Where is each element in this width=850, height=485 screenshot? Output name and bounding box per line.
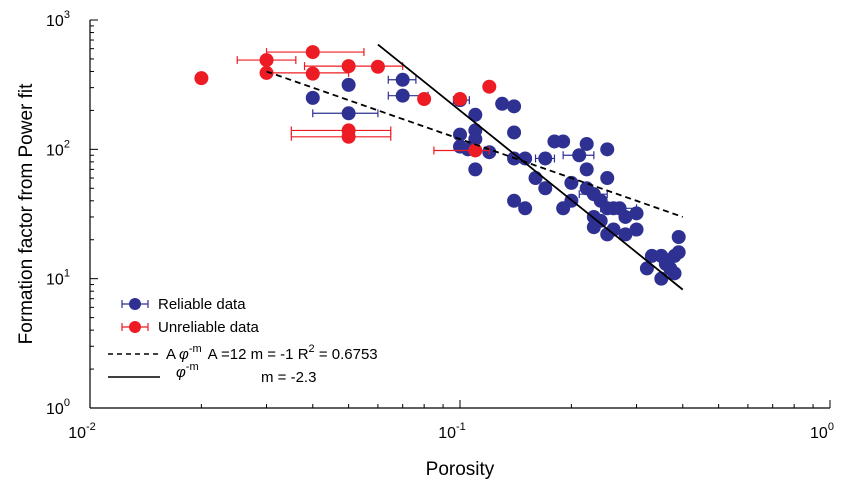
fit-dashed-exponent: -m — [189, 343, 202, 355]
data-point — [538, 151, 553, 166]
fit-dashed-symbol: φ — [179, 346, 189, 363]
data-point — [579, 136, 594, 151]
data-point — [305, 45, 320, 60]
data-point — [538, 181, 553, 196]
data-point — [629, 206, 644, 221]
data-point — [305, 66, 320, 81]
data-point — [453, 92, 467, 107]
fit-solid-symbol: φ — [176, 364, 186, 381]
legend-marker-reliable — [129, 298, 141, 310]
legend-label-fit-solid: φ-m — [176, 361, 199, 381]
x-tick-label-exponent: 0 — [828, 421, 834, 433]
y-tick-label-exponent: 2 — [64, 138, 70, 150]
x-tick-label-base: 10 — [810, 425, 828, 442]
y-tick-label-exponent: 0 — [64, 397, 70, 409]
data-point — [518, 201, 533, 216]
fit-line-solid — [377, 43, 684, 291]
y-tick-label-exponent: 1 — [64, 268, 70, 280]
x-tick-label-exponent: -1 — [456, 421, 466, 433]
data-point — [468, 162, 483, 177]
data-point — [259, 53, 274, 68]
x-tick-label: 10-1 — [438, 421, 466, 442]
x-tick-label-base: 10 — [68, 425, 86, 442]
y-tick-label-base: 10 — [46, 401, 64, 418]
data-point — [507, 193, 522, 208]
data-point — [572, 148, 587, 163]
y-tick-label: 101 — [46, 268, 70, 289]
fit-line-dashed — [266, 70, 684, 218]
y-tick-label-base: 10 — [46, 142, 64, 159]
data-point — [305, 90, 320, 105]
legend-label-unreliable: Unreliable data — [158, 319, 260, 336]
y-tick-label: 102 — [46, 138, 70, 159]
chart-marks — [194, 43, 686, 291]
y-axis-title: Formation factor from Power fit — [16, 83, 37, 345]
data-point — [639, 261, 654, 276]
data-point — [417, 92, 432, 107]
legend-item-unreliable: Unreliable data — [121, 319, 260, 336]
y-tick-label-exponent: 3 — [64, 9, 70, 21]
data-point — [618, 227, 633, 242]
data-point — [395, 88, 410, 103]
data-point — [629, 222, 644, 237]
data-point — [579, 162, 594, 177]
legend-marker-unreliable — [129, 321, 141, 333]
data-point — [507, 125, 522, 140]
data-point — [600, 171, 615, 186]
data-point — [259, 65, 274, 80]
data-point — [618, 209, 633, 224]
fit-dashed-base: A — [166, 346, 176, 363]
series-reliable-data — [305, 72, 686, 286]
y-tick-label-base: 10 — [46, 13, 64, 30]
data-point — [395, 72, 410, 87]
data-point — [370, 59, 385, 74]
data-point — [671, 229, 686, 244]
y-tick-label: 103 — [46, 9, 70, 30]
series-unreliable-data — [194, 45, 497, 158]
data-point — [606, 222, 621, 237]
x-tick-label: 10-2 — [68, 421, 96, 442]
data-point — [671, 245, 686, 260]
x-tick-label: 100 — [810, 421, 834, 442]
fit-dashed-params: A =12 m = -1 R — [208, 346, 309, 363]
data-point — [194, 71, 209, 86]
data-point — [528, 171, 543, 186]
data-point — [495, 96, 510, 111]
y-tick-label-base: 10 — [46, 272, 64, 289]
fit-dashed-r2-value: = 0.6753 — [315, 346, 378, 363]
data-point — [341, 59, 356, 74]
fit-solid-exponent: -m — [186, 361, 199, 373]
data-point — [341, 129, 356, 144]
data-point — [600, 142, 615, 157]
data-point — [482, 79, 497, 94]
fit-solid-params: m = -2.3 — [261, 369, 316, 386]
data-point — [468, 132, 483, 147]
data-point — [593, 213, 608, 228]
data-point — [518, 151, 533, 166]
data-point — [556, 134, 571, 149]
x-axis-title: Porosity — [426, 459, 495, 480]
x-tick-label-base: 10 — [438, 425, 456, 442]
data-point — [564, 175, 579, 190]
data-point — [468, 143, 483, 158]
data-point — [507, 99, 522, 114]
legend-label-reliable: Reliable data — [158, 296, 246, 313]
legend-item-fit-solid: φ-m m = -2.3 — [108, 361, 316, 386]
data-point — [341, 106, 356, 121]
legend-item-reliable: Reliable data — [121, 296, 246, 313]
y-tick-label: 100 — [46, 397, 70, 418]
x-tick-label-exponent: -2 — [86, 421, 96, 433]
data-point — [468, 107, 483, 122]
data-point — [667, 266, 682, 281]
fit-dashed-r2-exponent: 2 — [309, 343, 315, 355]
data-point — [341, 77, 356, 92]
